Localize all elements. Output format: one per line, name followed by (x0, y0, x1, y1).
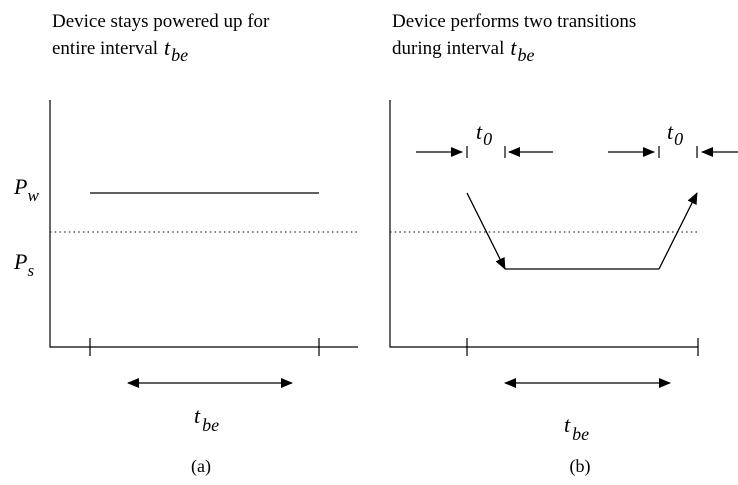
panel-b-title-line1: Device performs two transitions (392, 11, 636, 32)
panel-a-caption: (a) (191, 456, 211, 477)
panel-a-title-line1: Device stays powered up for (52, 11, 270, 32)
panel-a-title-line2: entire interval tbe (52, 35, 188, 65)
panel-b-title-line2: during interval tbe (392, 35, 535, 65)
panel-a-axes (49, 100, 358, 348)
panel-a-label-pw: Pw (13, 174, 39, 205)
panel-b-t0-left-label: t0 (476, 119, 492, 149)
panel-a-interval-label: t be (194, 403, 219, 435)
panel-b-power-down-transition (466, 192, 506, 270)
panel-b: Device performs two transitions during i… (389, 11, 738, 477)
panel-b-interval-label: t be (564, 412, 589, 444)
panel-b-t0-right-label: t0 (667, 119, 683, 149)
panel-a: Device stays powered up for entire inter… (13, 11, 358, 477)
panel-b-caption: (b) (570, 456, 591, 477)
panel-a-label-ps: Ps (13, 249, 34, 280)
panel-b-power-up-transition (658, 192, 698, 270)
panel-b-axes (389, 100, 698, 348)
